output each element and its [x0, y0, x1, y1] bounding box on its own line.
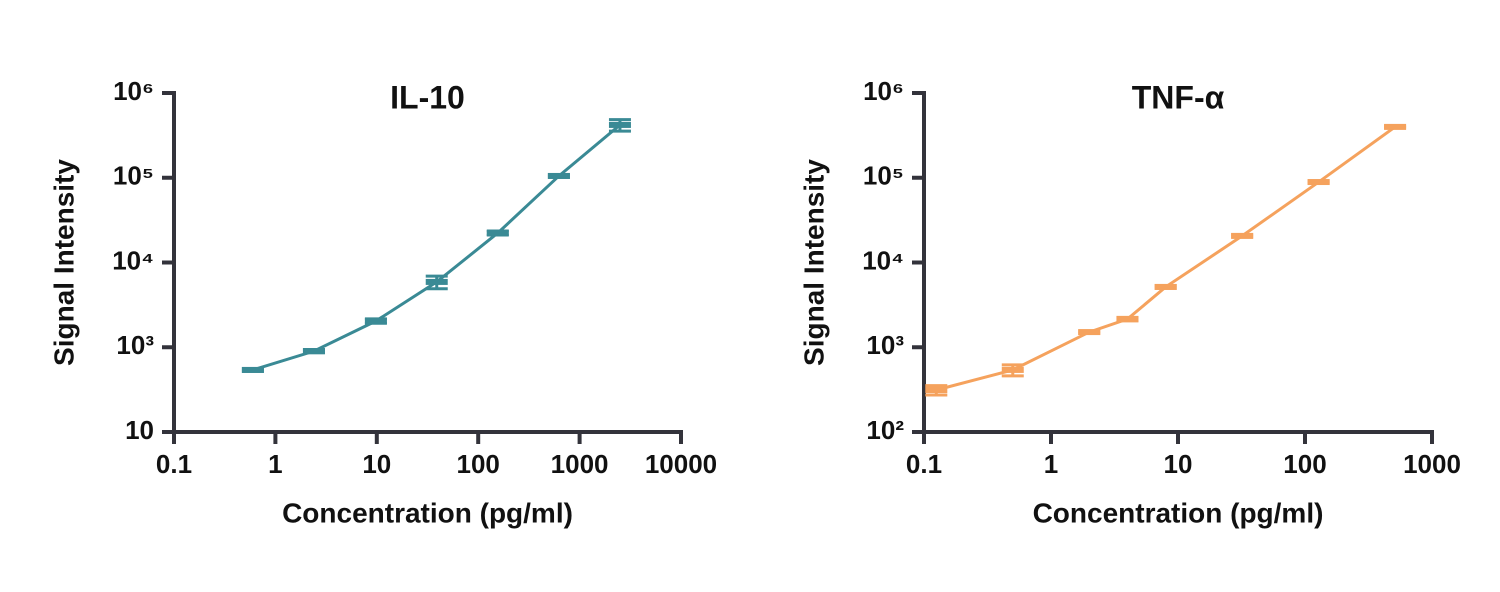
- y-tick-label: 10: [125, 415, 154, 445]
- point-marker: [241, 366, 264, 373]
- point-marker: [1001, 366, 1024, 373]
- x-tick-label: 1: [268, 449, 282, 479]
- point-marker: [1154, 283, 1177, 290]
- point-marker: [364, 318, 387, 325]
- y-axis-label: Signal Intensity: [48, 159, 79, 366]
- x-tick-label: 100: [1283, 449, 1326, 479]
- y-tick-label: 10⁴: [862, 245, 904, 275]
- y-tick-label: 10⁶: [113, 76, 154, 106]
- point-marker: [425, 278, 448, 285]
- x-axis-label: Concentration (pg/ml): [282, 497, 573, 528]
- point-marker: [608, 121, 631, 128]
- y-tick-label: 10⁴: [112, 245, 154, 275]
- x-tick-label: 1000: [551, 449, 609, 479]
- point-marker: [302, 348, 325, 355]
- point-marker: [1307, 179, 1330, 186]
- x-tick-label: 10: [1164, 449, 1193, 479]
- x-tick-label: 1: [1044, 449, 1058, 479]
- y-tick-label: 10³: [866, 330, 904, 360]
- point-marker: [1116, 316, 1139, 323]
- x-tick-label: 10000: [645, 449, 717, 479]
- point-marker: [486, 229, 509, 236]
- chart-title: TNF-α: [1132, 79, 1225, 115]
- x-tick-label: 1000: [1403, 449, 1461, 479]
- y-tick-label: 10⁶: [863, 76, 904, 106]
- y-tick-label: 10⁵: [113, 161, 154, 191]
- y-tick-label: 10³: [116, 330, 154, 360]
- point-marker: [925, 387, 948, 394]
- x-tick-label: 0.1: [906, 449, 942, 479]
- point-marker: [1231, 232, 1254, 239]
- point-marker: [1078, 329, 1101, 336]
- x-tick-label: 100: [457, 449, 500, 479]
- point-marker: [1384, 123, 1407, 130]
- data-line: [935, 125, 1396, 392]
- chart-title: IL-10: [390, 79, 465, 115]
- y-tick-label: 10⁵: [863, 161, 904, 191]
- x-tick-label: 0.1: [156, 449, 192, 479]
- y-tick-label: 10²: [866, 415, 904, 445]
- point-marker: [547, 172, 570, 179]
- data-line: [252, 123, 621, 372]
- x-tick-label: 10: [362, 449, 391, 479]
- y-axis-label: Signal Intensity: [798, 159, 829, 366]
- x-axis-label: Concentration (pg/ml): [1033, 497, 1324, 528]
